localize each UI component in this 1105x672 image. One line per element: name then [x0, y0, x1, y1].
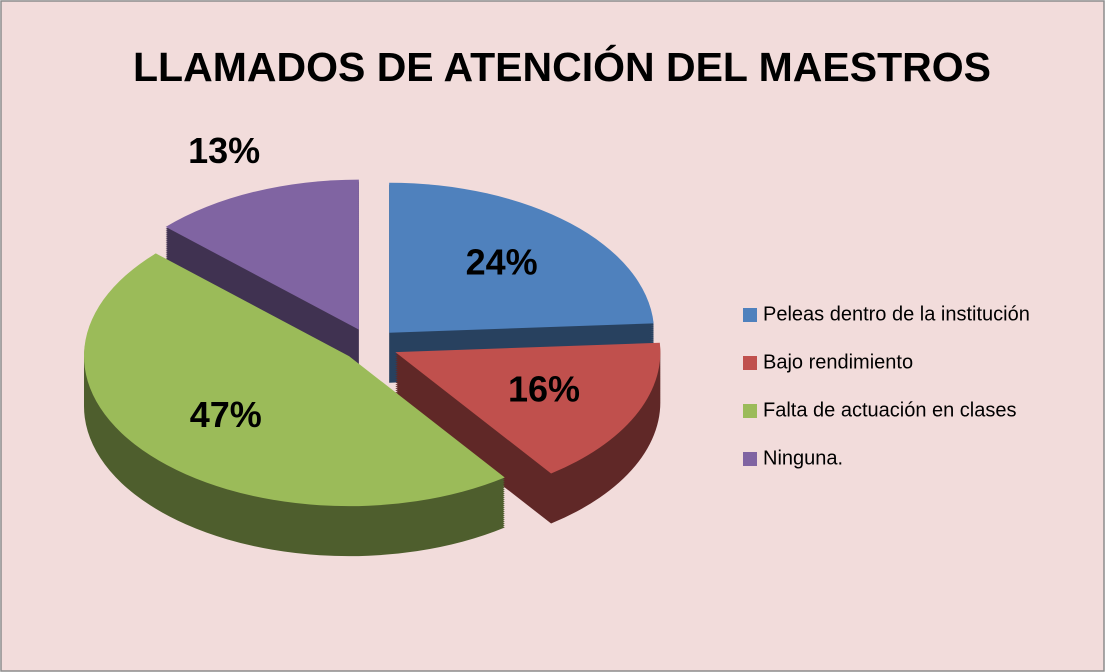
legend-label: Bajo rendimiento [763, 351, 913, 373]
legend-swatch [743, 356, 757, 370]
slice [165, 179, 359, 330]
legend-swatch [743, 404, 757, 418]
legend-label: Ninguna. [763, 447, 843, 469]
data-label: 13% [188, 130, 260, 171]
slice [395, 342, 661, 474]
chart-title: LLAMADOS DE ATENCIÓN DEL MAESTROS [133, 44, 991, 90]
slice [83, 253, 505, 507]
data-label: 16% [508, 368, 580, 409]
slice [389, 182, 654, 333]
legend-label: Peleas dentro de la institución [763, 303, 1030, 325]
legend-label: Falta de actuación en clases [763, 399, 1017, 421]
legend-swatch [743, 308, 757, 322]
data-label: 24% [466, 241, 538, 282]
legend-swatch [743, 452, 757, 466]
data-label: 47% [190, 394, 262, 435]
